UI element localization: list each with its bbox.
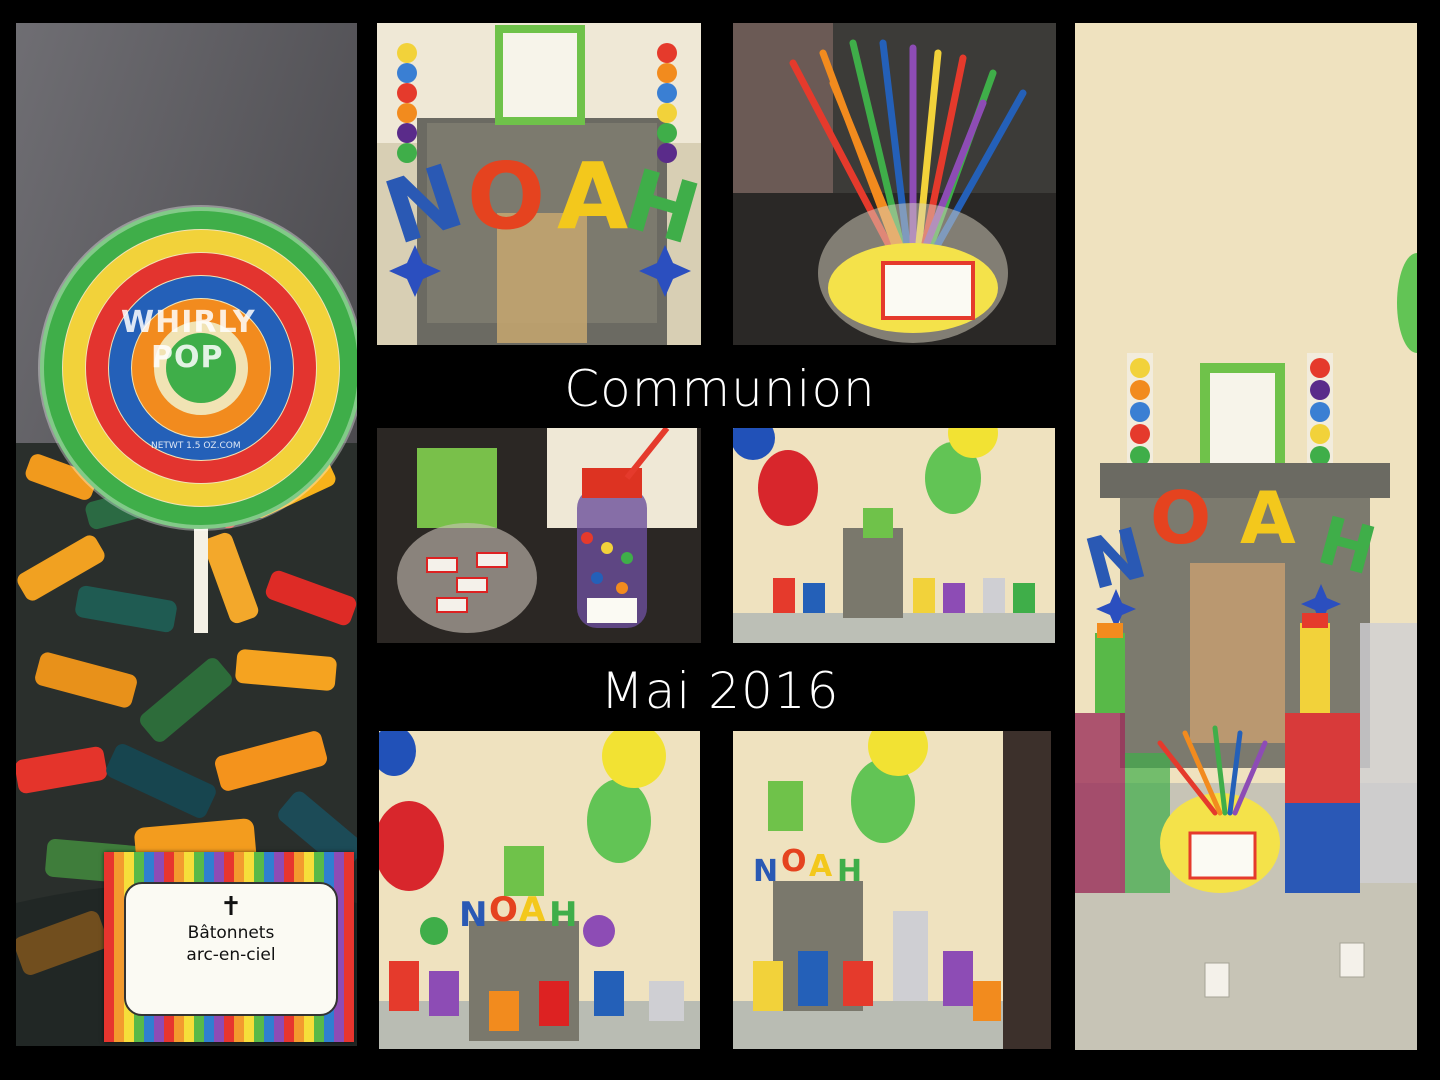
cross-icon: ✝: [220, 892, 242, 922]
svg-text:H: H: [837, 854, 862, 889]
candy-bar-tall-photo-art: N O A H: [1075, 23, 1417, 1050]
lollipop: [38, 205, 357, 531]
candy-label-line1: Bâtonnets: [187, 923, 275, 943]
svg-text:H: H: [549, 895, 577, 935]
svg-text:A: A: [1240, 476, 1296, 560]
photo-candy-jars: [377, 428, 701, 643]
svg-text:N: N: [459, 895, 487, 935]
mini-jars: [753, 911, 1001, 1021]
candy-label-card: ✝ Bâtonnets arc-en-ciel: [104, 852, 354, 1042]
noah-sign-photo-art: [377, 23, 701, 345]
noah-letters: N O A H: [377, 143, 701, 265]
svg-text:A: A: [519, 890, 546, 930]
photo-rainbow-sticks-jar: [733, 23, 1056, 345]
photo-candy-bar-tall: N O A H: [1075, 23, 1417, 1050]
photo-candy-bar-wide-1: [733, 428, 1055, 643]
candy-label-line2: arc-en-ciel: [186, 945, 276, 965]
sticks-jar-photo-art: [733, 23, 1056, 345]
mini-jars: [773, 578, 1035, 613]
svg-text:O: O: [1150, 476, 1211, 560]
gumball-tube-right: [657, 43, 677, 163]
svg-text:O: O: [489, 890, 518, 930]
candy-label-inner: ✝ Bâtonnets arc-en-ciel: [124, 882, 338, 1016]
candy-bar-2-photo-art: N O A H: [379, 731, 700, 1049]
lollipop-brand-bottom: POP: [151, 340, 224, 375]
colored-sticks: [1157, 725, 1268, 816]
photo-noah-sign: N O A H: [377, 23, 701, 345]
wrapped-candies: [426, 552, 508, 613]
sour-sticks: [16, 454, 357, 975]
lollipop-url: NETWT 1.5 OZ.COM: [151, 441, 241, 451]
caption-date: Mai 2016: [600, 662, 840, 720]
letter-a: A: [557, 143, 629, 250]
caption-title: Communion: [564, 360, 876, 418]
letter-n: N: [377, 144, 475, 265]
rainbow-sticks-tower: [1095, 613, 1330, 713]
candy-bar-3-photo-art: N O A H: [733, 731, 1051, 1049]
svg-text:N: N: [753, 854, 778, 889]
candy-bar-1-photo-art: [733, 428, 1055, 643]
letter-o: O: [467, 143, 546, 250]
gumball-tube-left: [397, 43, 417, 163]
candy-jars-photo-art: [377, 428, 701, 643]
photo-candy-bar-wide-3: N O A H: [733, 731, 1051, 1049]
svg-text:A: A: [809, 849, 833, 884]
lollipop-brand-top: WHIRLY: [121, 305, 256, 340]
mini-jars: [389, 961, 684, 1031]
svg-text:O: O: [781, 844, 807, 879]
photo-candy-bar-wide-2: N O A H: [379, 731, 700, 1049]
